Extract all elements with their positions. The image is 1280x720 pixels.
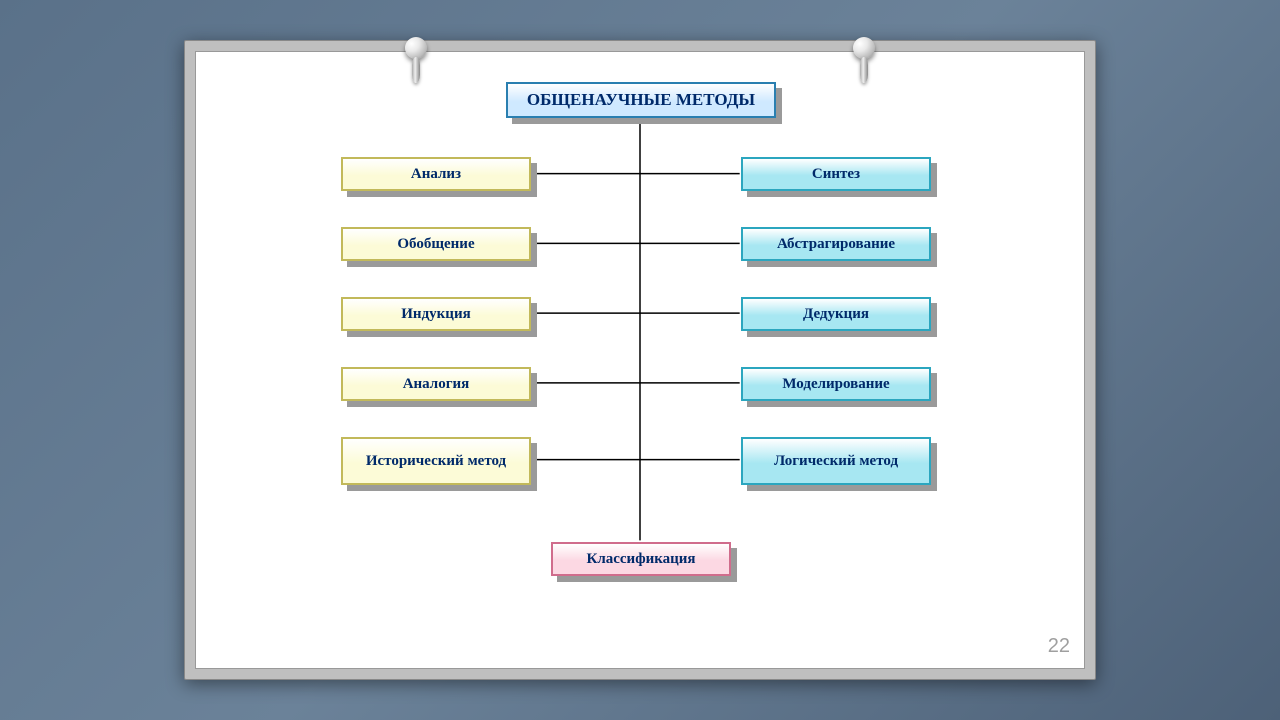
node-r5: Логический метод — [741, 437, 931, 485]
node-l1: Анализ — [341, 157, 531, 191]
node-bottom: Классификация — [551, 542, 731, 576]
whiteboard-frame: ОБЩЕНАУЧНЫЕ МЕТОДЫ Анализ Обобщение Индукци… — [184, 40, 1096, 680]
node-r1: Синтез — [741, 157, 931, 191]
node-r2: Абстрагирование — [741, 227, 931, 261]
whiteboard-surface: ОБЩЕНАУЧНЫЕ МЕТОДЫ Анализ Обобщение Индукци… — [195, 51, 1085, 669]
pushpin-left-icon — [405, 37, 427, 59]
node-l4: Аналогия — [341, 367, 531, 401]
node-r3: Дедукция — [741, 297, 931, 331]
methods-diagram: ОБЩЕНАУЧНЫЕ МЕТОДЫ Анализ Обобщение Индукци… — [196, 52, 1084, 668]
node-l2: Обобщение — [341, 227, 531, 261]
node-l3: Индукция — [341, 297, 531, 331]
slide-background: ОБЩЕНАУЧНЫЕ МЕТОДЫ Анализ Обобщение Индукци… — [0, 0, 1280, 720]
node-l5: Исторический метод — [341, 437, 531, 485]
pushpin-right-icon — [853, 37, 875, 59]
page-number: 22 — [1048, 635, 1070, 658]
node-r4: Моделирование — [741, 367, 931, 401]
node-title: ОБЩЕНАУЧНЫЕ МЕТОДЫ — [506, 82, 776, 118]
